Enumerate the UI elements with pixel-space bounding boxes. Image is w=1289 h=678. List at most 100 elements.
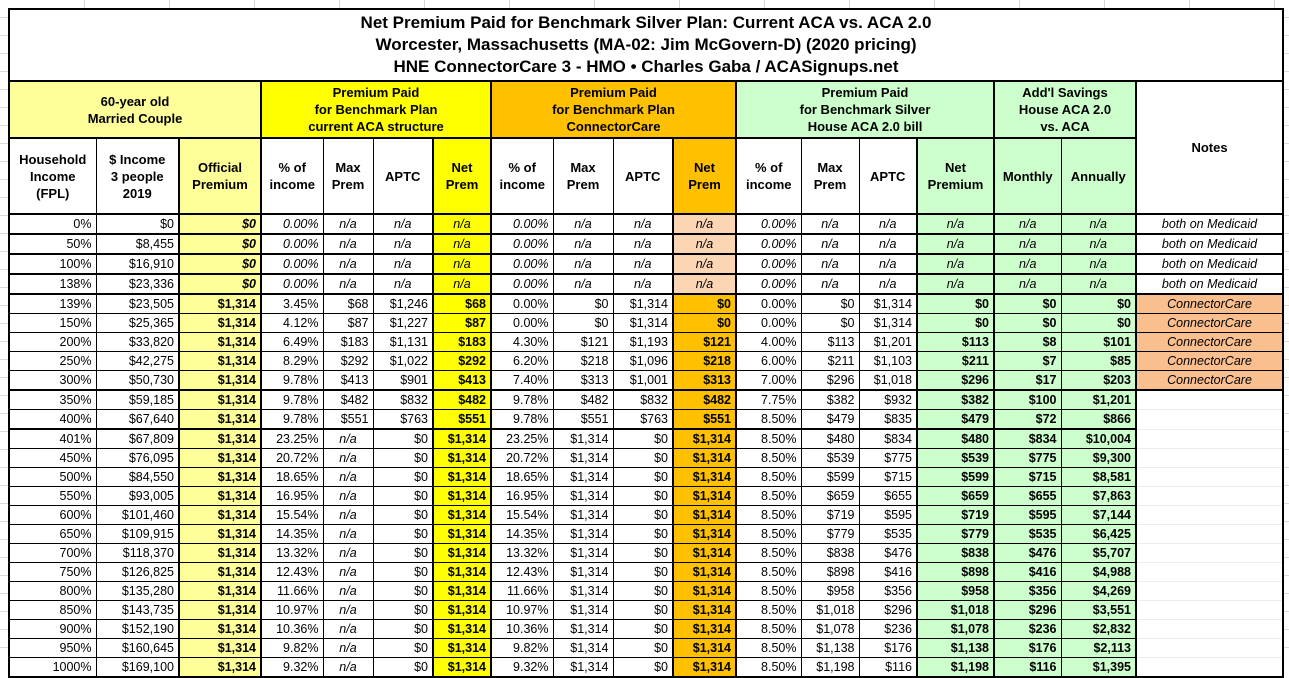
cell-savings-annually: $10,004: [1060, 428, 1137, 449]
cell-aca-pct-of-income: 4.12%: [260, 313, 324, 333]
table-row: 600% $101,460 $1,314 15.54% n/a $0 $1,314 15.54…: [8, 505, 1284, 525]
cell-aca20-aptc: $835: [858, 409, 918, 430]
cell-aca-pct-of-income: 9.82%: [260, 638, 324, 658]
cell-official-premium: $0: [178, 233, 262, 255]
cell-savings-monthly: $0: [993, 293, 1062, 314]
cell-aca20-net-premium: $719: [916, 505, 995, 525]
table-row: 450% $76,095 $1,314 20.72% n/a $0 $1,314 20.72%…: [8, 448, 1284, 468]
table-row: 800% $135,280 $1,314 11.66% n/a $0 $1,314 11.66…: [8, 581, 1284, 601]
cell-income: $67,809: [95, 428, 180, 449]
cell-aca20-max-prem: $480: [800, 428, 860, 449]
cell-aca-max-prem: n/a: [322, 505, 374, 525]
cell-income: $23,505: [95, 293, 180, 314]
cell-cc-pct-of-income: 9.82%: [490, 638, 554, 658]
cell-aca20-net-premium: $0: [916, 293, 995, 314]
col-header-aca-max-prem: Max Prem: [322, 137, 374, 215]
cell-aca-max-prem: $87: [322, 313, 374, 333]
cell-cc-pct-of-income: 14.35%: [490, 524, 554, 544]
cell-savings-annually: n/a: [1060, 273, 1137, 295]
cell-note: [1134, 600, 1284, 620]
cell-savings-monthly: $296: [993, 600, 1062, 620]
cell-cc-pct-of-income: 10.36%: [490, 619, 554, 639]
cell-aca20-net-premium: $296: [916, 370, 995, 391]
cell-aca20-max-prem: $479: [800, 409, 860, 430]
cell-aca20-pct-of-income: 0.00%: [735, 253, 802, 275]
cell-aca20-net-premium: $113: [916, 332, 995, 352]
cell-aca-pct-of-income: 0.00%: [260, 253, 324, 275]
cell-cc-aptc: $0: [612, 505, 674, 525]
cell-cc-net-prem: $1,314: [672, 467, 737, 487]
cell-cc-max-prem: $1,314: [552, 448, 614, 468]
cell-income: $76,095: [95, 448, 180, 468]
table-row: 900% $152,190 $1,314 10.36% n/a $0 $1,314 10.36…: [8, 619, 1284, 639]
cell-aca20-pct-of-income: 8.50%: [735, 581, 802, 601]
cell-note: ConnectorCare: [1134, 313, 1284, 333]
cell-aca-net-prem: $413: [432, 370, 492, 391]
table-row: 138% $23,336 $0 0.00% n/a n/a n/a 0.00% n/a n/a n/…: [8, 273, 1284, 295]
cell-aca-net-prem: $1,314: [432, 524, 492, 544]
cell-cc-aptc: n/a: [612, 253, 674, 275]
cell-cc-net-prem: $313: [672, 370, 737, 391]
cell-aca20-aptc: n/a: [858, 253, 918, 275]
cell-fpl: 50%: [8, 233, 97, 255]
cell-aca-net-prem: $292: [432, 351, 492, 371]
cell-cc-net-prem: $482: [672, 389, 737, 410]
cell-aca-net-prem: $1,314: [432, 505, 492, 525]
cell-cc-max-prem: $0: [552, 313, 614, 333]
cell-savings-monthly: $7: [993, 351, 1062, 371]
table-row: 750% $126,825 $1,314 12.43% n/a $0 $1,314 12.43…: [8, 562, 1284, 582]
cell-cc-net-prem: $1,314: [672, 600, 737, 620]
cell-aca20-aptc: $356: [858, 581, 918, 601]
cell-aca20-pct-of-income: 8.50%: [735, 448, 802, 468]
table-row: 1000% $169,100 $1,314 9.32% n/a $0 $1,314 9.32%…: [8, 657, 1284, 678]
table-row: 250% $42,275 $1,314 8.29% $292 $1,022 $292 6.20…: [8, 351, 1284, 371]
table-row: 500% $84,550 $1,314 18.65% n/a $0 $1,314 18.65%…: [8, 467, 1284, 487]
cell-aca-aptc: n/a: [372, 273, 434, 295]
col-header-savings-annually: Annually: [1060, 137, 1137, 215]
table-row: 400% $67,640 $1,314 9.78% $551 $763 $551 9.78% $…: [8, 409, 1284, 430]
cell-cc-pct-of-income: 0.00%: [490, 253, 554, 275]
cell-aca20-net-premium: $838: [916, 543, 995, 563]
cell-cc-max-prem: n/a: [552, 273, 614, 295]
cell-official-premium: $1,314: [178, 370, 262, 391]
group-header-current-aca: Premium Paid for Benchmark Plan current …: [260, 80, 492, 139]
cell-cc-net-prem: $1,314: [672, 619, 737, 639]
cell-aca-aptc: $0: [372, 467, 434, 487]
cell-cc-aptc: $0: [612, 543, 674, 563]
cell-aca-pct-of-income: 10.97%: [260, 600, 324, 620]
cell-cc-aptc: $1,096: [612, 351, 674, 371]
cell-savings-monthly: $100: [993, 389, 1062, 410]
cell-aca20-pct-of-income: 4.00%: [735, 332, 802, 352]
group-header-aca-2-0: Premium Paid for Benchmark Silver House …: [735, 80, 995, 139]
cell-aca-pct-of-income: 10.36%: [260, 619, 324, 639]
cell-aca-net-prem: $1,314: [432, 486, 492, 506]
cell-cc-aptc: $1,001: [612, 370, 674, 391]
col-header-aca20-pct-of-income: % of income: [735, 137, 802, 215]
cell-aca20-pct-of-income: 8.50%: [735, 524, 802, 544]
cell-cc-aptc: $0: [612, 562, 674, 582]
table-row: 150% $25,365 $1,314 4.12% $87 $1,227 $87 0.00% $…: [8, 313, 1284, 333]
cell-aca20-max-prem: $958: [800, 581, 860, 601]
cell-income: $59,185: [95, 389, 180, 410]
cell-aca-pct-of-income: 9.32%: [260, 657, 324, 678]
cell-savings-monthly: $834: [993, 428, 1062, 449]
cell-income: $143,735: [95, 600, 180, 620]
cell-aca-net-prem: $68: [432, 293, 492, 314]
cell-aca-max-prem: n/a: [322, 581, 374, 601]
cell-aca20-pct-of-income: 8.50%: [735, 543, 802, 563]
cell-cc-aptc: $0: [612, 581, 674, 601]
cell-aca-aptc: $0: [372, 600, 434, 620]
cell-aca20-pct-of-income: 8.50%: [735, 505, 802, 525]
cell-aca-aptc: $0: [372, 657, 434, 678]
cell-aca20-pct-of-income: 0.00%: [735, 313, 802, 333]
cell-savings-annually: $6,425: [1060, 524, 1137, 544]
cell-cc-max-prem: n/a: [552, 233, 614, 255]
cell-aca20-aptc: n/a: [858, 273, 918, 295]
cell-aca20-net-premium: $479: [916, 409, 995, 430]
cell-aca20-net-premium: $958: [916, 581, 995, 601]
cell-aca-max-prem: $413: [322, 370, 374, 391]
cell-aca-pct-of-income: 15.54%: [260, 505, 324, 525]
cell-savings-monthly: $715: [993, 467, 1062, 487]
cell-aca-net-prem: $1,314: [432, 562, 492, 582]
cell-fpl: 450%: [8, 448, 97, 468]
